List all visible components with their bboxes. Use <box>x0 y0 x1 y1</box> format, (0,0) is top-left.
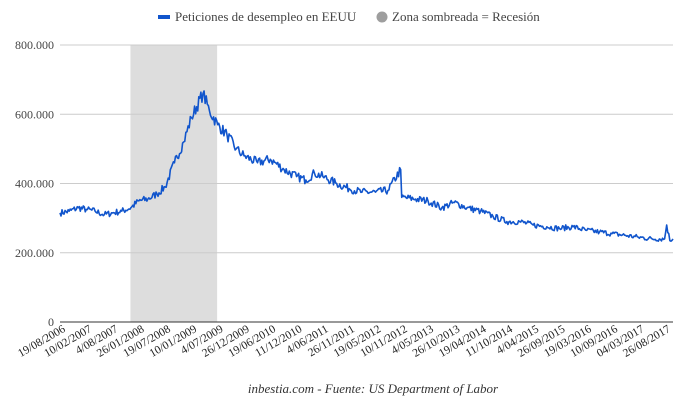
x-axis-tick-labels: 19/08/200610/02/20074/08/200726/01/20081… <box>16 323 673 360</box>
series-line-peticiones-desempleo <box>59 90 674 242</box>
legend-recession-marker <box>376 11 388 23</box>
legend-recession-label: Zona sombreada = Recesión <box>392 9 540 24</box>
y-tick-label: 0 <box>48 315 54 329</box>
legend-series-label: Peticiones de desempleo en EEUU <box>175 9 357 24</box>
y-tick-label: 400.000 <box>15 177 54 191</box>
y-tick-label: 800.000 <box>15 38 54 52</box>
y-tick-label: 600.000 <box>15 107 54 121</box>
source-caption: inbestia.com - Fuente: US Department of … <box>248 381 499 396</box>
y-tick-label: 200.000 <box>15 246 54 260</box>
legend-series-swatch <box>158 15 170 19</box>
legend: Peticiones de desempleo en EEUU Zona som… <box>158 9 540 24</box>
y-axis-tick-labels: 0 200.000 400.000 600.000 800.000 <box>15 38 54 329</box>
y-gridlines <box>60 44 673 254</box>
